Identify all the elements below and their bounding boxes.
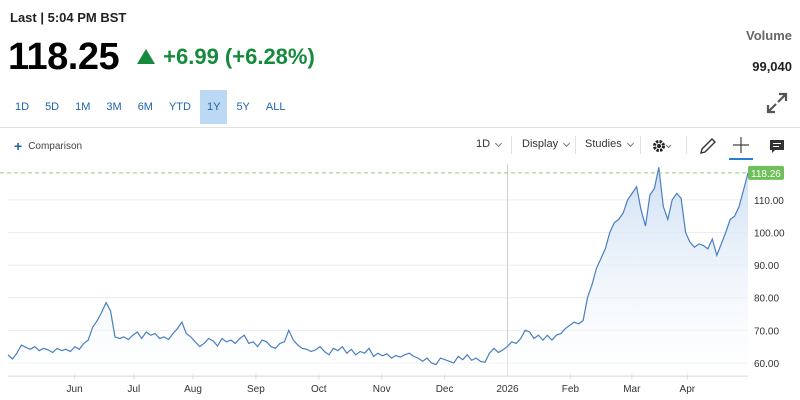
y-tick-label: 80.00 — [754, 294, 779, 305]
volume-value: 99,040 — [752, 59, 792, 74]
x-tick-label: Sep — [247, 384, 265, 395]
range-tab-5d[interactable]: 5D — [45, 101, 60, 113]
header-divider — [0, 127, 800, 128]
comparison-label: Comparison — [28, 140, 83, 152]
range-tab-1d[interactable]: 1D — [15, 101, 30, 113]
last-update-label: Last | 5:04 PM BST — [10, 10, 127, 25]
interval-dropdown[interactable]: 1D — [476, 138, 503, 150]
y-tick-label: 60.00 — [754, 359, 779, 370]
chart-toolbar: + Comparison 1D Display Studies — [0, 132, 800, 160]
toolbar-separator — [575, 136, 576, 154]
toolbar-separator — [640, 136, 641, 154]
x-tick-label: Jul — [127, 384, 140, 395]
x-tick-label: Feb — [562, 384, 580, 395]
toolbar-separator — [511, 136, 512, 154]
range-tab-1m[interactable]: 1M — [75, 101, 91, 113]
range-tabs: 1D 5D 1M 3M 6M YTD 1Y 5Y ALL — [8, 90, 294, 124]
y-tick-label: 70.00 — [754, 326, 779, 337]
range-tab-1y[interactable]: 1Y — [199, 90, 228, 124]
range-tab-6m[interactable]: 6M — [137, 101, 153, 113]
price-area-fill — [8, 167, 748, 376]
x-tick-label: Oct — [311, 384, 327, 395]
x-tick-label: Mar — [623, 384, 641, 395]
last-value-badge — [748, 165, 784, 180]
y-tick-label: 110.00 — [754, 196, 784, 207]
comparison-button[interactable]: + Comparison — [14, 138, 82, 154]
x-tick-label: Apr — [680, 384, 696, 395]
toolbar-separator — [686, 136, 687, 154]
chevron-down-icon — [626, 139, 634, 147]
interval-label: 1D — [476, 138, 491, 150]
quote-price-row: 118.25 +6.99 (+6.28%) — [8, 36, 315, 78]
x-tick-label: Dec — [436, 384, 454, 395]
price-change: +6.99 (+6.28%) — [137, 44, 315, 70]
volume-box: Volume 99,040 — [746, 28, 792, 74]
chevron-down-icon — [563, 139, 571, 147]
comment-icon[interactable] — [766, 135, 788, 157]
plus-icon: + — [14, 138, 23, 154]
price-change-value: +6.99 (+6.28%) — [163, 44, 315, 69]
display-label: Display — [522, 138, 559, 150]
price-series-line — [7, 167, 749, 366]
current-price: 118.25 — [8, 35, 120, 78]
volume-label: Volume — [746, 28, 792, 43]
pencil-draw-icon[interactable] — [697, 135, 719, 157]
x-tick-label: Aug — [184, 384, 202, 395]
x-tick-label: Nov — [373, 384, 391, 395]
studies-dropdown[interactable]: Studies — [585, 138, 634, 150]
settings-gear-icon[interactable] — [650, 135, 672, 157]
up-arrow-icon — [137, 48, 156, 64]
display-dropdown[interactable]: Display — [522, 138, 571, 150]
range-tab-all[interactable]: ALL — [265, 101, 286, 113]
chevron-down-icon — [495, 139, 503, 147]
x-tick-label: 2026 — [496, 384, 519, 395]
range-tab-5y[interactable]: 5Y — [236, 101, 250, 113]
range-tab-3m[interactable]: 3M — [106, 101, 122, 113]
x-tick-label: Jun — [67, 384, 83, 395]
y-tick-label: 90.00 — [754, 261, 779, 272]
y-tick-label: 100.00 — [754, 228, 785, 239]
crosshair-button[interactable] — [729, 132, 753, 160]
range-tab-ytd[interactable]: YTD — [168, 101, 191, 113]
expand-icon[interactable] — [766, 92, 788, 114]
crosshair-icon — [733, 137, 749, 153]
studies-label: Studies — [585, 138, 622, 150]
last-value-label: 118.26 — [751, 169, 781, 180]
price-chart[interactable]: 110.00 100.00 90.00 80.00 70.00 60.00 Jun Jul Au… — [0, 160, 800, 400]
